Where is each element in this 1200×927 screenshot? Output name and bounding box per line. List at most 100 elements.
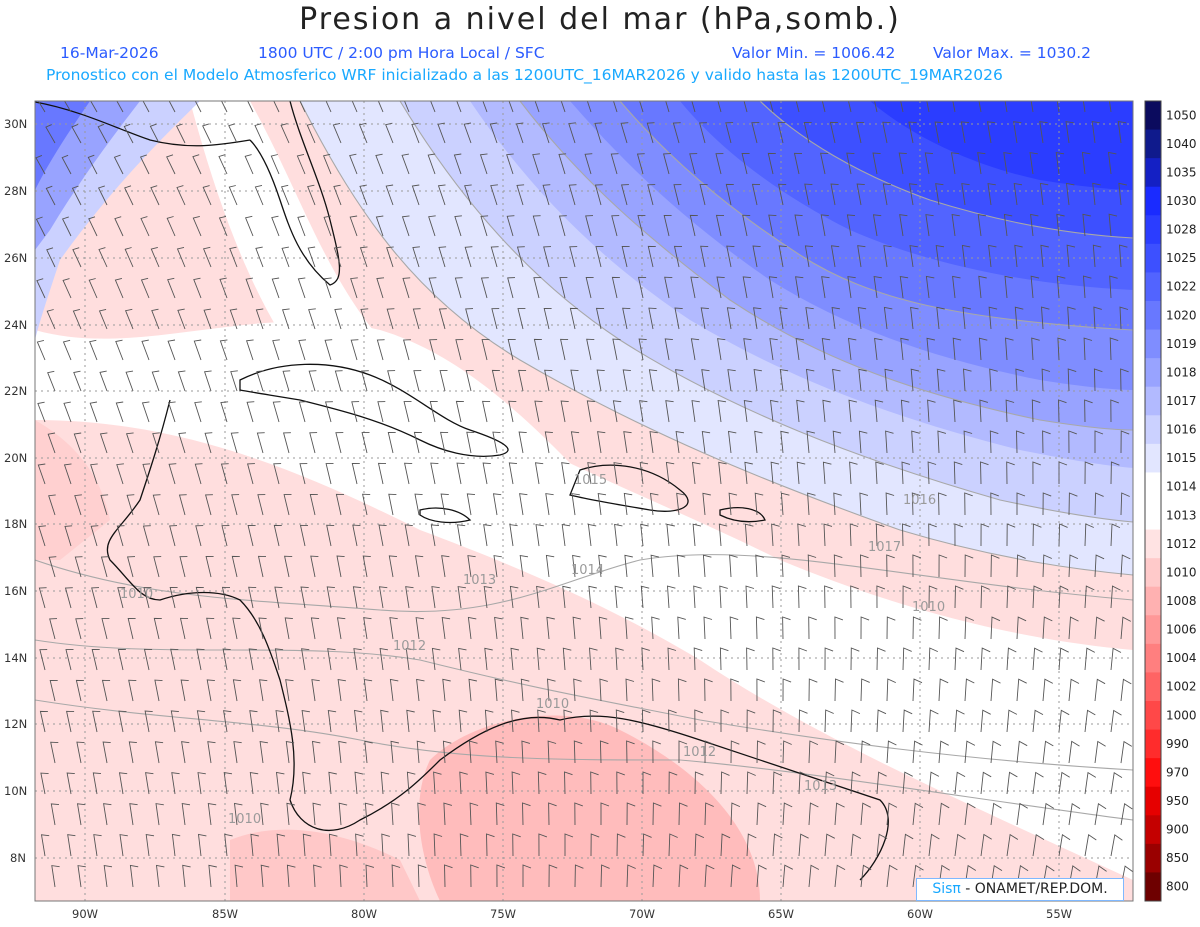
wind-barb — [873, 275, 882, 299]
wind-barb — [625, 678, 635, 702]
wind-barb — [506, 153, 514, 175]
wind-barb — [437, 184, 446, 206]
wind-barb — [910, 306, 919, 330]
wind-barb — [649, 492, 659, 516]
wind-barb — [91, 587, 100, 609]
wind-barb — [63, 401, 72, 423]
wind-barb — [756, 864, 767, 888]
wind-barb — [548, 802, 557, 826]
wind-barb — [326, 524, 335, 547]
wind-barb — [701, 430, 711, 454]
wind-barb — [327, 648, 336, 671]
colorbar-swatch — [1145, 186, 1161, 216]
wind-barb — [74, 556, 83, 578]
wind-barb — [428, 277, 437, 299]
wind-barb — [590, 833, 600, 857]
wind-barb — [876, 771, 887, 795]
colorbar-label: 1000 — [1166, 708, 1197, 722]
wind-barb — [482, 462, 491, 485]
wind-barb — [704, 678, 713, 702]
colorbar-swatch — [1145, 558, 1161, 588]
colorbar-swatch — [1145, 158, 1161, 188]
wind-barb — [860, 554, 869, 578]
wind-barb — [754, 492, 764, 516]
contour-label: 1010 — [912, 600, 945, 615]
wind-barb — [416, 740, 426, 764]
wind-barb — [378, 524, 387, 547]
wind-barb — [274, 586, 283, 609]
wind-barb — [772, 709, 782, 733]
wind-barb — [805, 368, 815, 392]
wind-barb — [990, 802, 1002, 826]
wind-barb — [169, 525, 178, 547]
wind-barb — [769, 338, 778, 361]
wind-barb — [625, 616, 634, 640]
wind-barb — [443, 802, 453, 826]
wind-barb — [66, 710, 75, 733]
wind-barb — [116, 525, 125, 547]
wind-barb — [912, 616, 922, 640]
wind-barb — [1084, 461, 1094, 485]
wind-barb — [798, 709, 808, 733]
wind-barb — [208, 864, 217, 888]
wind-barb — [1068, 554, 1079, 578]
colorbar-swatch — [1145, 501, 1161, 531]
wind-barb — [222, 648, 231, 671]
wind-barb — [250, 833, 259, 857]
wind-barb — [352, 524, 361, 547]
wind-barb — [309, 494, 318, 516]
wind-barb — [647, 184, 656, 206]
wind-barb — [62, 339, 72, 361]
wind-barb — [353, 648, 362, 671]
colorbar-swatch — [1145, 615, 1161, 645]
wind-barb — [468, 678, 477, 702]
wind-barb — [980, 523, 990, 547]
wind-barb — [536, 647, 546, 671]
wind-barb — [181, 741, 190, 764]
wind-barb — [875, 523, 885, 547]
wind-barb — [1109, 101, 1112, 113]
wind-barb — [258, 617, 267, 640]
wind-barb — [520, 616, 529, 640]
wind-barb — [755, 616, 765, 640]
wind-barb — [663, 153, 671, 175]
wind-barb — [886, 678, 896, 702]
wind-barb — [849, 523, 859, 547]
colorbar-swatch — [1145, 272, 1161, 302]
wind-barb — [719, 647, 729, 671]
wind-barb — [751, 122, 760, 144]
wind-barb — [699, 122, 707, 144]
wind-barb — [506, 215, 515, 237]
wind-barb — [808, 802, 819, 826]
wind-barb — [339, 864, 348, 888]
wind-barb — [850, 647, 860, 671]
wind-barb — [196, 710, 206, 733]
wind-barb — [677, 616, 686, 640]
wind-barb — [97, 185, 108, 206]
wind-barb — [1013, 182, 1023, 206]
contour-label: 1014 — [571, 563, 604, 578]
wind-barb — [176, 246, 186, 268]
wind-barb — [270, 154, 280, 175]
wind-barb — [537, 709, 546, 733]
wind-barb — [39, 649, 48, 671]
wind-barb — [207, 741, 216, 764]
wind-barb — [649, 431, 658, 454]
wind-barb — [980, 647, 991, 671]
wind-barb — [847, 337, 857, 361]
wind-barb — [1120, 678, 1132, 702]
wind-barb — [481, 339, 490, 361]
wind-barb — [584, 153, 593, 175]
wind-barb — [594, 122, 603, 144]
wind-barb — [703, 616, 713, 640]
wind-barb — [928, 709, 939, 733]
wind-barb — [1041, 368, 1051, 392]
wind-barb — [438, 246, 447, 268]
wind-barb — [152, 432, 160, 454]
wind-barb — [780, 492, 790, 516]
wind-barb — [273, 101, 280, 113]
wind-barb — [804, 183, 813, 206]
wind-barb — [534, 462, 544, 485]
wind-barb — [1117, 120, 1127, 144]
wind-barb — [1058, 585, 1069, 609]
